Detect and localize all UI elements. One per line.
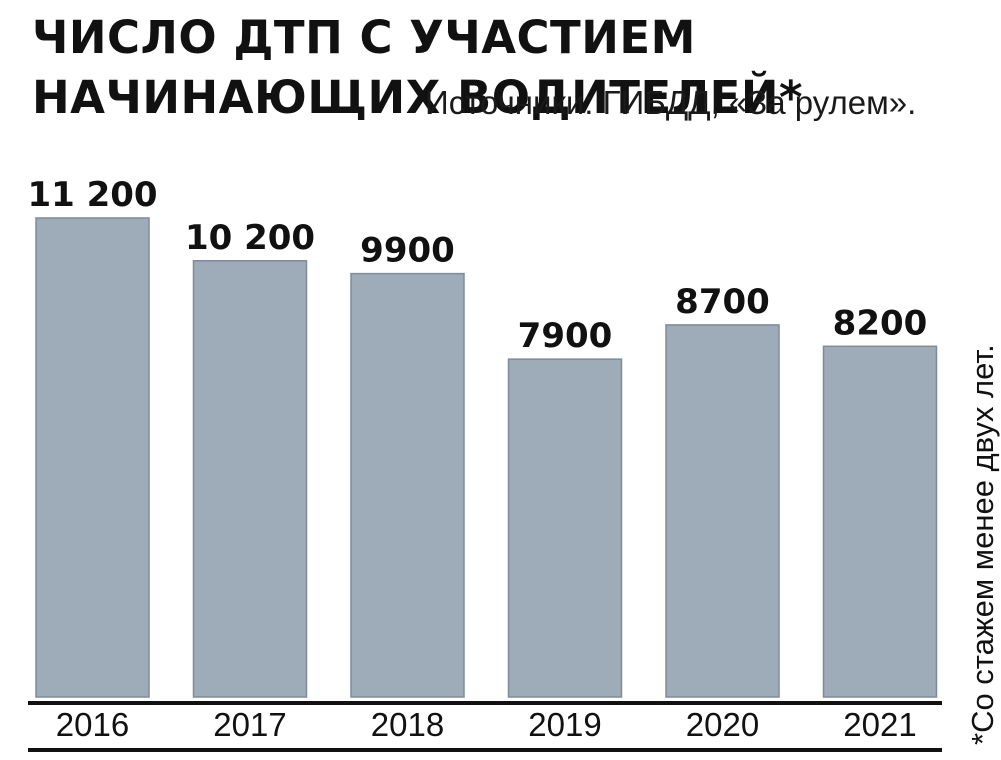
x-tick-label-2016: 2016 [56,706,129,743]
data-label-2019: 7900 [518,316,613,356]
data-label-2018: 9900 [360,231,455,271]
bar-2018 [350,272,465,698]
data-label-2016: 11 200 [27,175,157,215]
bar-2017 [192,260,308,698]
x-tick-label-2017: 2017 [213,706,286,743]
bar-2016 [35,217,150,698]
x-tick-label-2020: 2020 [686,706,759,743]
bar-2021 [822,345,938,698]
chart-subtitle: Источники: ГИБДД, «За рулем». [425,84,917,121]
data-label-2021: 8200 [833,303,928,343]
data-label-2020: 8700 [675,282,770,322]
x-tick-label-2019: 2019 [528,706,601,743]
bar-2020 [665,324,780,698]
chart-title: ЧИСЛО ДТП С УЧАСТИЕМ НАЧИНАЮЩИХ ВОДИТЕЛЕ… [32,11,804,124]
data-label-2017: 10 200 [185,218,315,258]
x-tick-label-2021: 2021 [843,706,916,743]
bar-2019 [507,358,623,698]
x-tick-label-2018: 2018 [371,706,444,743]
